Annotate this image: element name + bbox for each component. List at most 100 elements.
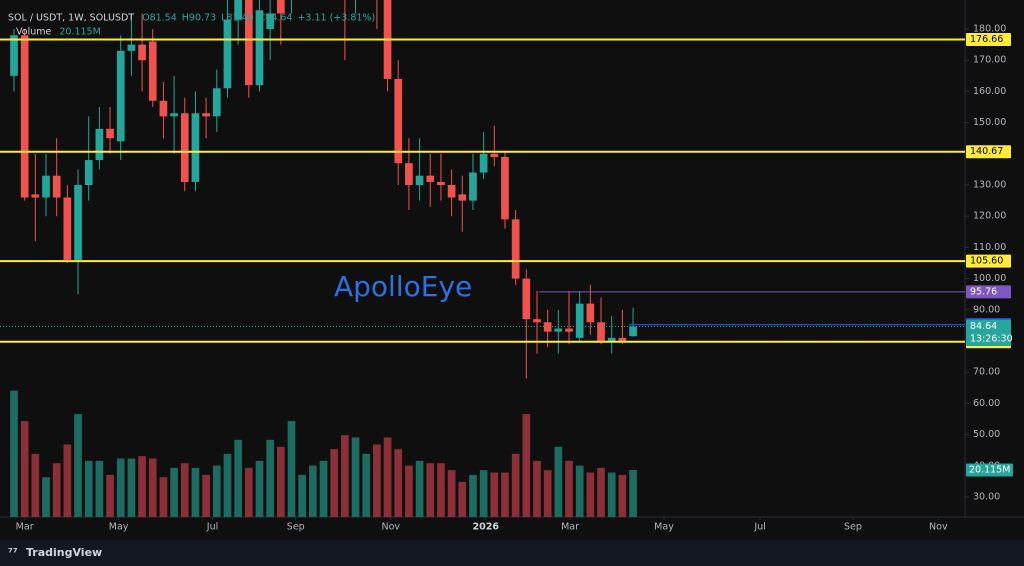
price-label: 95.76 [970,286,997,297]
volume-bar [319,460,328,517]
volume-bar [415,460,424,517]
candle-body [255,10,264,86]
volume-bar [116,458,125,517]
candle-body [405,163,413,186]
candle-body [575,303,584,338]
y-tick-label: 70.00 [973,367,1000,378]
volume-bar [511,453,520,517]
volume-bar [63,444,72,517]
candle-body [42,175,50,198]
countdown: 13:26:30 [970,334,1013,345]
y-tick-label: 170.00 [973,55,1006,66]
volume-bar [20,421,29,517]
volume-bar [287,421,296,517]
candle-body [116,50,125,142]
volume-bar [607,472,616,517]
watermark: ApolloEye [334,270,472,303]
volume-bar [341,435,349,517]
y-tick-label: 50.00 [973,429,1000,440]
x-tick-label: Sep [287,522,305,533]
ohlc-value: +3.11 (+3.81%) [297,13,375,24]
volume-bar [84,460,93,517]
candle-body [415,175,424,186]
candle-body [106,128,114,139]
x-tick-label: Jul [753,522,765,533]
volume-bar [543,470,552,517]
candle-body [437,181,445,186]
candle-body [276,0,285,14]
volume-bar [138,456,146,517]
volume-bar [447,470,456,517]
candle-body [212,88,221,117]
candle-body [543,322,552,332]
candle-body [565,328,573,332]
volume-value: 20.115M [59,27,100,38]
x-tick-label: Jul [206,522,218,533]
price-label-box [966,320,1011,347]
price-label-box [966,32,1011,46]
volume-bar [10,390,18,517]
volume-bar [202,474,210,517]
candle-body [20,35,29,198]
candle-body [586,303,595,323]
candle-body [74,185,82,260]
volume-bar [309,465,317,517]
volume-bar [490,472,499,517]
candle-body [234,0,242,20]
volume-bar [74,414,82,517]
volume-bar [597,467,605,517]
x-tick-label: May [654,522,674,533]
price-label: 176.66 [970,34,1003,45]
volume-bar [437,463,445,517]
candle-body [479,153,488,173]
chart-title: SOL / USDT, 1W, SOLUSDT [8,13,134,24]
y-tick-label: 130.00 [973,180,1006,191]
candle-body [533,319,541,323]
volume-bar [501,472,509,517]
x-tick-label: Nov [929,522,948,533]
candle-body [629,326,637,337]
volume-bar [522,414,531,517]
price-label-box [966,254,1011,268]
candle-body [148,41,157,101]
volume-bar [276,446,285,517]
candle-body [52,175,61,198]
volume-bar [298,474,307,517]
volume-label-box [966,463,1013,477]
volume-bar [383,437,392,517]
volume-bar [52,463,61,517]
candle-body [180,113,189,182]
candle-body [458,194,467,201]
volume-bar [255,460,264,517]
ohlc-value: L81.40 [221,13,254,24]
y-tick-label: 120.00 [973,211,1006,222]
candle-body [394,78,403,164]
volume-bar [223,453,232,517]
volume-bar [106,474,114,517]
volume-bar [565,460,573,517]
volume-bar [351,437,360,517]
candle-body [191,113,200,182]
volume-bar [405,465,413,517]
footer-bar [0,540,1024,566]
candle-body [266,13,274,30]
volume-label: 20.115M [969,464,1010,475]
price-label-box [966,145,1011,159]
volume-bar [330,449,339,517]
candle-body [63,197,72,260]
volume-bar [362,453,371,517]
x-tick-label: Mar [561,522,579,533]
volume-bar [426,463,435,517]
volume-bar [159,477,168,517]
footer-logo: ⁷⁷ [8,546,18,559]
candle-body [511,219,520,279]
price-label: 84.64 [970,321,997,332]
volume-bar [127,458,136,517]
candle-body [607,337,616,342]
price-label: 105.60 [970,256,1003,267]
price-label: 140.67 [970,146,1003,157]
x-tick-label: Sep [844,522,862,533]
volume-bar [244,467,253,517]
x-tick-label: May [109,522,129,533]
